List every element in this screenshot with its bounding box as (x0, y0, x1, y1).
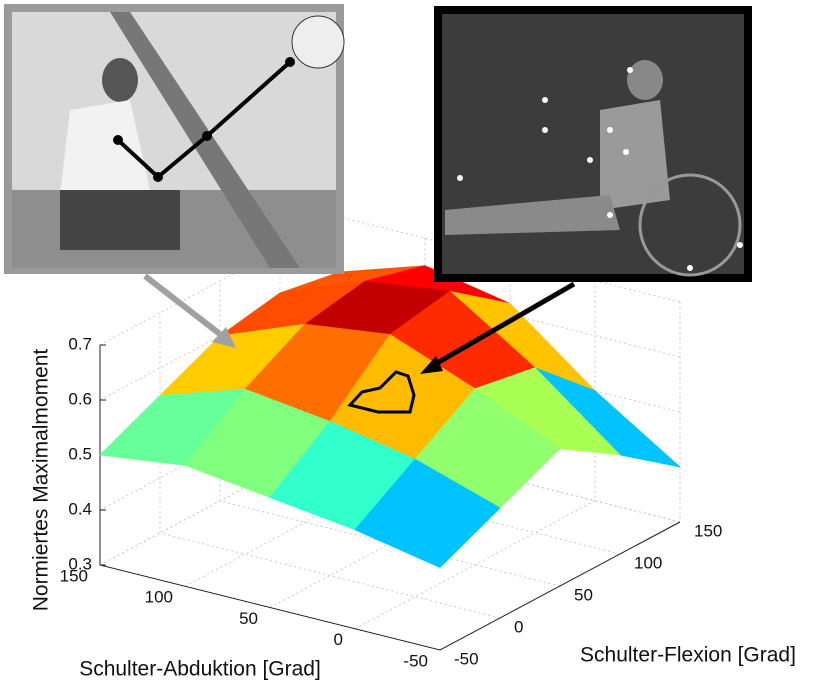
y-axis-title: Schulter-Flexion [Grad] (580, 644, 796, 667)
y-tick-label: -50 (454, 649, 479, 668)
x-tick-label: 50 (239, 609, 258, 628)
y-tick-label: 100 (634, 553, 662, 572)
x-tick-label: 0 (334, 630, 343, 649)
z-tick-label: 0.6 (68, 389, 92, 408)
arrow (145, 276, 225, 338)
x-axis-title: Schulter-Abduktion [Grad] (79, 658, 321, 681)
y-tick-label: 50 (574, 585, 593, 604)
x-tick-label: 150 (60, 566, 88, 585)
photo-ergometer (4, 4, 344, 274)
z-axis-title: Normiertes Maximalmoment (30, 349, 53, 612)
y-tick-label: 150 (694, 521, 722, 540)
z-tick-label: 0.4 (68, 499, 92, 518)
y-tick-label: 0 (514, 617, 523, 636)
x-tick-label: 100 (145, 588, 173, 607)
z-tick-label: 0.5 (68, 444, 92, 463)
figure: 0.30.40.50.60.7-50050100150-50050100150 … (0, 0, 815, 687)
photo-handbike (434, 6, 752, 282)
z-tick-label: 0.7 (68, 334, 92, 353)
x-tick-label: -50 (403, 651, 428, 670)
